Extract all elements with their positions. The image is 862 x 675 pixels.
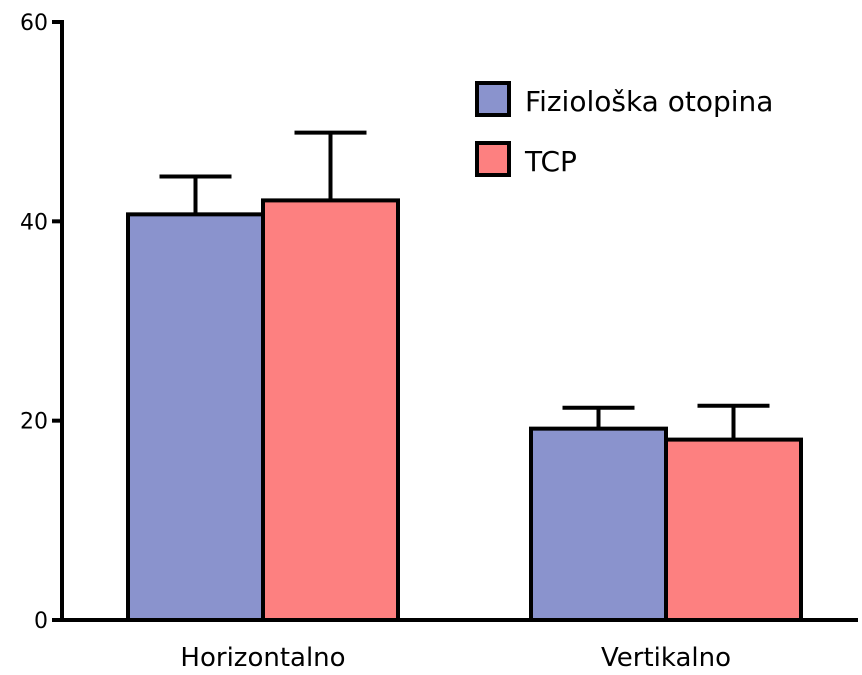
legend-swatch bbox=[475, 141, 511, 177]
y-tick-label: 20 bbox=[20, 410, 48, 435]
error-bars-layer bbox=[159, 130, 770, 440]
legend-label: Fiziološka otopina bbox=[525, 85, 773, 118]
bar-vertikalno-tcp bbox=[664, 437, 803, 622]
y-tick-label: 40 bbox=[20, 210, 48, 235]
y-tick-label: 60 bbox=[20, 11, 48, 36]
bar-horizontalno-fizioloska-otopina bbox=[126, 212, 265, 623]
bar-vertikalno-fizioloska-otopina bbox=[529, 426, 668, 623]
y-tick-label: 0 bbox=[34, 609, 48, 634]
legend: Fiziološka otopina TCP bbox=[475, 81, 773, 178]
axes: Horizontalno Vertikalno 0 20 40 60 bbox=[20, 11, 858, 673]
bars-layer bbox=[126, 198, 803, 623]
x-tick-label: Vertikalno bbox=[601, 643, 731, 670]
bar-horizontalno-tcp bbox=[261, 198, 400, 623]
legend-label: TCP bbox=[524, 145, 577, 178]
legend-swatch bbox=[475, 81, 511, 117]
x-tick-label: Horizontalno bbox=[180, 643, 345, 670]
